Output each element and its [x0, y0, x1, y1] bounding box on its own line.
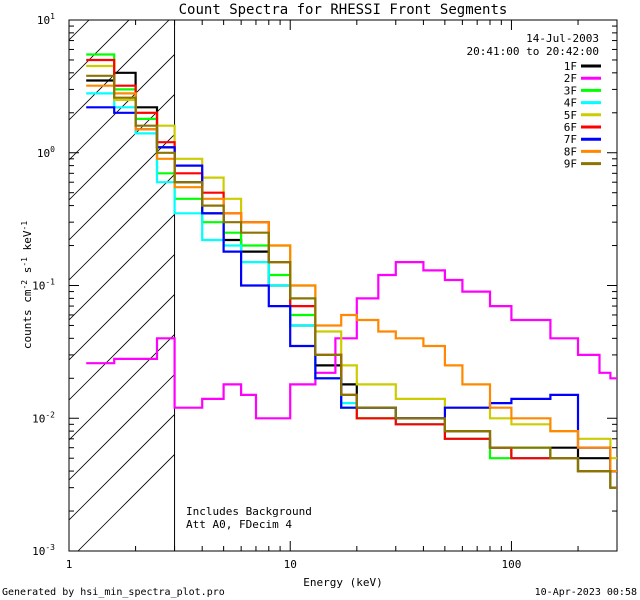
hatch-line	[69, 53, 175, 161]
hatch-line	[69, 413, 175, 521]
y-label-main: counts cm	[21, 289, 34, 349]
svg-text:counts cm-2 s-1 keV-1: counts cm-2 s-1 keV-1	[20, 221, 34, 349]
legend-label-3F: 3F	[564, 84, 577, 97]
y-axis-ticks: 10-3 10-2 10-1 100 101	[32, 12, 617, 558]
date-label: 14-Jul-2003	[526, 32, 599, 45]
series-line-1F	[86, 71, 617, 473]
chart-title: Count Spectra for RHESSI Front Segments	[179, 2, 508, 18]
legend-label-7F: 7F	[564, 133, 577, 146]
hatched-region	[69, 20, 175, 551]
x-axis-ticks: 1 10 100	[66, 20, 618, 571]
footer-generated-by: Generated by hsi_min_spectra_plot.pro	[2, 587, 225, 598]
footer-timestamp: 10-Apr-2023 00:58	[535, 587, 637, 598]
legend-label-4F: 4F	[564, 97, 577, 110]
y-tick-label: 10-2	[32, 410, 55, 425]
y-label-exp-kev: -1	[20, 221, 29, 231]
y-tick-label: 101	[37, 12, 55, 27]
series-group	[86, 53, 617, 489]
hatch-line	[77, 453, 175, 551]
series-line-2F	[86, 261, 617, 420]
x-tick-label: 10	[284, 558, 297, 571]
hatch-line	[69, 93, 175, 201]
hatch-line	[69, 173, 175, 281]
plot-frame	[68, 19, 618, 552]
legend-label-5F: 5F	[564, 109, 577, 122]
y-label-exp-cm: -2	[20, 280, 29, 290]
series-line-9F	[86, 74, 617, 489]
legend-label-1F: 1F	[564, 60, 577, 73]
y-tick-label: 10-3	[32, 543, 55, 558]
y-label-kev: keV	[21, 230, 34, 257]
hatch-line	[69, 293, 175, 401]
background-annotation: Includes Background	[186, 505, 312, 518]
y-tick-label: 100	[37, 145, 55, 160]
series-line-7F	[86, 106, 617, 473]
x-axis-label: Energy (keV)	[303, 576, 382, 589]
y-label-s: s	[21, 267, 34, 280]
hatch-line	[69, 213, 175, 321]
hatch-line	[69, 333, 175, 441]
time-range-label: 20:41:00 to 20:42:00	[467, 45, 599, 58]
legend-label-6F: 6F	[564, 121, 577, 134]
x-tick-label: 1	[66, 558, 73, 571]
legend-label-8F: 8F	[564, 145, 577, 158]
x-tick-label: 100	[502, 558, 522, 571]
y-tick-label: 10-1	[32, 278, 55, 293]
y-label-exp-s: -1	[20, 257, 29, 267]
hatch-line	[69, 20, 170, 121]
legend-label-2F: 2F	[564, 72, 577, 85]
hatch-line	[69, 253, 175, 361]
legend-label-9F: 9F	[564, 158, 577, 171]
hatch-line	[69, 373, 175, 481]
attenuator-annotation: Att A0, FDecim 4	[186, 518, 292, 531]
y-axis-label: counts cm-2 s-1 keV-1	[20, 221, 34, 349]
plot-axes	[68, 19, 618, 552]
